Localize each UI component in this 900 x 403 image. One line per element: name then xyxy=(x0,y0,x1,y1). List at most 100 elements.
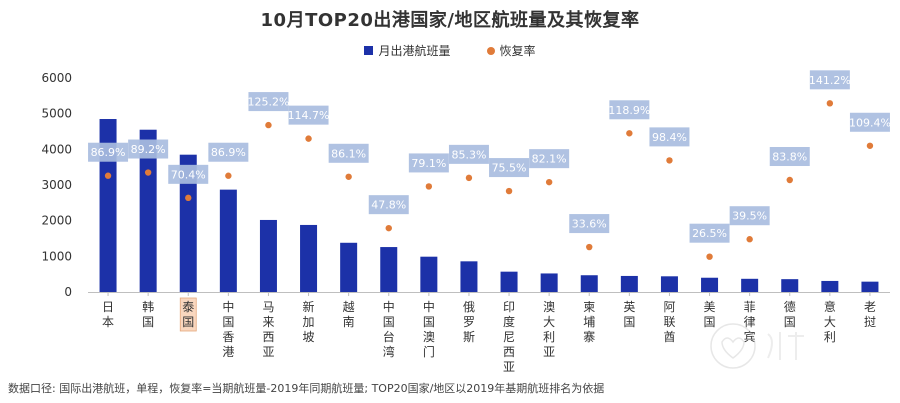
x-tick-label: 菲律宾 xyxy=(744,300,756,344)
rate-label-box xyxy=(368,195,409,215)
rate-label: 82.1% xyxy=(532,153,567,166)
rate-point xyxy=(345,173,352,180)
legend-bar-label: 月出港航班量 xyxy=(378,44,451,58)
rate-point xyxy=(144,169,152,176)
rate-label: 125.2% xyxy=(247,96,289,109)
bar xyxy=(861,281,879,292)
rate-point xyxy=(866,142,874,149)
rate-label: 141.2% xyxy=(809,74,851,87)
y-tick-label: 2000 xyxy=(41,214,72,228)
rate-label-box xyxy=(328,143,369,163)
rate-label-box xyxy=(769,147,810,167)
bar xyxy=(540,273,558,292)
rate-label-box xyxy=(689,223,730,243)
chart-legend: 月出港航班量 恢复率 xyxy=(0,42,900,59)
x-tick-label: 中国香港 xyxy=(222,299,234,359)
rate-label: 70.4% xyxy=(171,168,206,181)
x-tick-label: 中国澳门 xyxy=(423,299,435,359)
rate-point xyxy=(385,224,392,232)
bar xyxy=(660,276,678,292)
y-tick-label: 3000 xyxy=(41,178,72,192)
bar xyxy=(460,261,478,292)
rate-label-box xyxy=(489,158,530,178)
legend-item-bar: 月出港航班量 xyxy=(364,42,451,59)
bar xyxy=(620,275,638,292)
rate-label-box xyxy=(208,142,249,162)
rate-label: 26.5% xyxy=(692,227,727,240)
rate-label: 86.9% xyxy=(211,146,246,159)
x-tick-label: 越南 xyxy=(343,300,355,329)
rate-label-box xyxy=(569,214,610,234)
footnote: 数据口径: 国际出港航班，单程，恢复率=当期航班量-2019年同期航班量; TO… xyxy=(8,382,605,395)
x-tick-label: 日本 xyxy=(102,300,114,329)
legend-dot-swatch xyxy=(486,46,495,55)
rate-label: 109.4% xyxy=(849,116,891,129)
rate-label-box xyxy=(128,139,169,159)
rate-label-box xyxy=(809,70,850,90)
rate-point xyxy=(666,157,673,164)
x-tick-label: 马来西亚 xyxy=(262,300,274,359)
x-tick-label: 阿联酋 xyxy=(663,300,675,344)
rate-label-box xyxy=(729,206,770,226)
bar xyxy=(219,189,237,292)
x-tick-label: 德国 xyxy=(784,299,796,329)
rate-point xyxy=(185,194,192,202)
rate-label: 33.6% xyxy=(572,218,607,231)
rate-label-box xyxy=(88,142,129,162)
rate-label: 89.2% xyxy=(131,143,166,156)
rate-label: 85.3% xyxy=(451,148,486,161)
x-tick-label: 英国 xyxy=(623,300,635,329)
rate-point xyxy=(265,121,272,129)
x-tick-label: 柬埔寨 xyxy=(583,300,595,344)
rate-point xyxy=(706,253,713,260)
x-tick-label: 新加坡 xyxy=(303,299,315,344)
rate-point xyxy=(786,176,793,184)
rate-label: 98.4% xyxy=(652,131,687,144)
x-tick-label: 美国 xyxy=(704,300,716,329)
x-tick-highlight xyxy=(179,297,197,332)
rate-point xyxy=(545,178,553,186)
rate-label: 39.5% xyxy=(732,210,767,223)
legend-bar-swatch xyxy=(364,46,374,55)
bar xyxy=(580,275,598,292)
x-tick-label: 俄罗斯 xyxy=(463,300,475,344)
rate-label-box xyxy=(849,112,890,132)
x-tick-label: 印度尼西亚 xyxy=(503,300,515,374)
rate-label: 118.9% xyxy=(608,104,650,117)
rate-label-box xyxy=(168,164,209,184)
x-tick-label: 意大利 xyxy=(824,299,836,344)
rate-point xyxy=(626,130,633,137)
rate-point xyxy=(465,174,473,182)
rate-label-box xyxy=(649,127,690,147)
x-tick-label: 澳大利亚 xyxy=(543,300,555,359)
bar xyxy=(259,219,277,292)
watermark-logo xyxy=(710,323,804,369)
rate-label: 47.8% xyxy=(371,199,406,212)
rate-point xyxy=(425,183,433,190)
rate-point xyxy=(225,172,232,179)
x-tick-label: 中国台湾 xyxy=(383,299,395,359)
x-tick-label: 泰国 xyxy=(182,300,194,329)
bar xyxy=(821,280,839,292)
bar xyxy=(179,154,197,292)
rate-label-box xyxy=(609,100,650,120)
rate-label: 75.5% xyxy=(492,162,527,175)
rate-label: 83.8% xyxy=(772,151,807,164)
bar xyxy=(380,247,398,292)
rate-label: 86.1% xyxy=(331,147,366,160)
bar xyxy=(420,256,438,292)
y-tick-label: 0 xyxy=(64,285,72,299)
bar xyxy=(139,129,157,292)
rate-point xyxy=(305,135,312,142)
y-tick-label: 5000 xyxy=(41,107,72,121)
chart-plot: 0 1000 2000 3000 4000 5000 6000 日本 86.9% 韩国 89.2% 泰… xyxy=(41,70,891,374)
legend-item-dot: 恢复率 xyxy=(486,42,536,59)
bar xyxy=(300,224,318,292)
rate-label: 79.1% xyxy=(411,157,446,170)
y-tick-label: 4000 xyxy=(41,142,72,156)
rate-label: 86.9% xyxy=(91,146,126,159)
chart-title: 10月TOP20出港国家/地区航班量及其恢复率 xyxy=(260,10,640,31)
rate-label: 114.7% xyxy=(288,109,330,122)
bar xyxy=(741,278,759,292)
bar xyxy=(701,277,719,292)
